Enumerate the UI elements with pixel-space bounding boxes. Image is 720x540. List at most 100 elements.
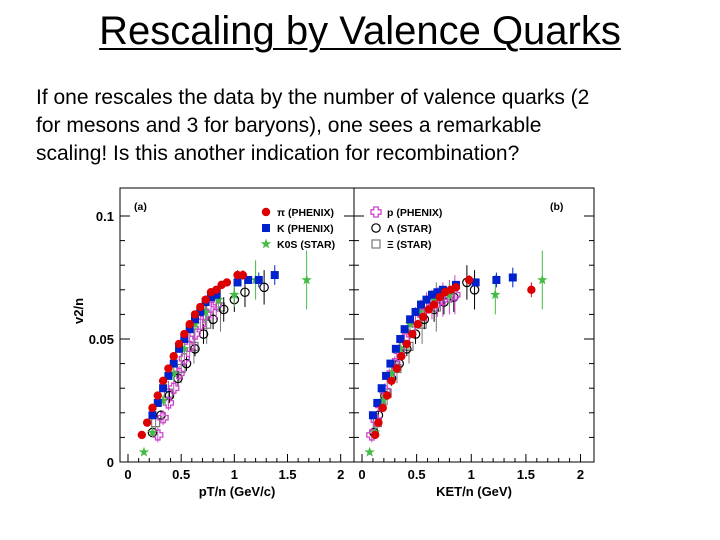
kaon-point <box>417 300 426 309</box>
body-line-3: scaling! Is this another indication for … <box>36 142 520 165</box>
y-tick-label: 0.05 <box>89 332 114 347</box>
kaon-point <box>190 315 199 324</box>
kaon-point <box>233 278 242 287</box>
lambda-point <box>240 287 250 298</box>
y-axis-title: v2/n <box>71 298 86 324</box>
pion-point <box>429 300 439 309</box>
k0s-point <box>229 289 240 300</box>
kaon-point <box>180 335 189 343</box>
k0s-point <box>138 446 150 457</box>
kaon-point <box>382 371 391 380</box>
pion-point <box>261 207 271 217</box>
pion-point <box>402 339 411 349</box>
x-tick-label: 1 <box>468 467 475 482</box>
proton-point <box>157 412 169 424</box>
k0s-point <box>213 294 224 305</box>
kaon-point <box>244 275 253 284</box>
kaon-point <box>212 290 221 299</box>
k0s-point <box>386 367 397 378</box>
pion-point <box>382 391 392 400</box>
slide-body-text: If one rescales the data by the number o… <box>36 84 696 168</box>
kaon-point <box>471 278 480 287</box>
pion-point <box>190 310 200 319</box>
slide-title: Rescaling by Valence Quarks <box>99 9 621 53</box>
x-tick-label: 1 <box>231 467 238 482</box>
k0s-point <box>364 446 375 457</box>
pion-point <box>435 292 444 302</box>
x-tick-label: 1.5 <box>517 467 535 482</box>
k0s-point <box>428 294 440 305</box>
x-axis-title: pT/n (GeV/c) <box>199 484 276 499</box>
k0s-point <box>377 395 388 405</box>
x-tick-label: 2 <box>577 467 584 482</box>
legend-label: p (PHENIX) <box>387 207 442 219</box>
kaon-point <box>422 295 431 304</box>
body-line-1: If one rescales the data by the number o… <box>36 86 590 109</box>
k0s-point <box>147 427 158 437</box>
pion-point <box>387 376 396 386</box>
lambda-point <box>218 304 229 315</box>
lambda-point <box>371 223 381 233</box>
pion-point <box>408 329 417 339</box>
proton-point <box>168 382 180 394</box>
y-tick-label: 0.1 <box>96 209 114 224</box>
panel-label: (b) <box>550 201 563 213</box>
pion-point <box>180 329 189 339</box>
x-tick-label: 0.5 <box>408 467 426 482</box>
xi-point <box>371 239 381 249</box>
k0s-point <box>260 238 272 249</box>
kaon-point <box>396 335 405 343</box>
pion-point <box>397 352 406 361</box>
pion-point <box>451 283 461 292</box>
legend-entry-k0s: K0S (STAR) <box>260 238 335 251</box>
kaon-point <box>169 359 178 368</box>
lambda-point <box>198 329 209 339</box>
pion-point <box>378 403 387 413</box>
kaon-point <box>159 384 168 393</box>
legend-label: Λ (STAR) <box>387 223 432 235</box>
kaon-point <box>175 344 184 353</box>
lambda-point <box>259 282 269 293</box>
pion-point <box>374 418 383 427</box>
kaon-point <box>254 275 263 284</box>
k0s-point <box>179 343 190 354</box>
kaon-point <box>411 307 420 316</box>
kaon-point <box>406 315 415 324</box>
pion-point <box>413 320 422 329</box>
x-tick-label: 1.5 <box>278 467 296 482</box>
legend-entry-pi: π (PHENIX) <box>261 207 334 219</box>
proton-point <box>370 206 382 218</box>
k0s-point <box>414 306 426 317</box>
pion-point <box>222 278 232 287</box>
panel-b <box>354 215 594 463</box>
pion-point <box>148 403 157 413</box>
kaon-point <box>427 290 436 299</box>
pion-point <box>142 418 152 427</box>
legend-label: K0S (STAR) <box>277 239 335 251</box>
legend-label: Ξ (STAR) <box>387 239 431 251</box>
x-tick-label: 0 <box>358 467 365 482</box>
k0s-point <box>537 274 548 285</box>
kaon-point <box>153 398 162 407</box>
y-tick-label: 0 <box>107 455 114 470</box>
kaon-point <box>373 398 382 407</box>
pion-point <box>137 430 147 440</box>
kaon-point <box>400 325 409 334</box>
kaon-point <box>368 411 377 420</box>
pion-point <box>201 295 210 304</box>
x-axis-title: KET/n (GeV) <box>436 484 512 499</box>
kaon-point <box>262 224 270 232</box>
k0s-point <box>301 274 312 285</box>
pion-point <box>174 339 184 349</box>
kaon-point <box>185 325 194 334</box>
k0s-point <box>444 289 455 300</box>
pion-point <box>527 285 536 294</box>
legend-label: π (PHENIX) <box>277 207 334 219</box>
pion-point <box>464 275 474 285</box>
kaon-point <box>206 293 215 302</box>
k0s-point <box>200 306 211 317</box>
k0s-point <box>395 343 406 354</box>
pion-point <box>418 312 428 322</box>
kaon-point <box>492 275 501 284</box>
k0s-point <box>189 318 201 329</box>
